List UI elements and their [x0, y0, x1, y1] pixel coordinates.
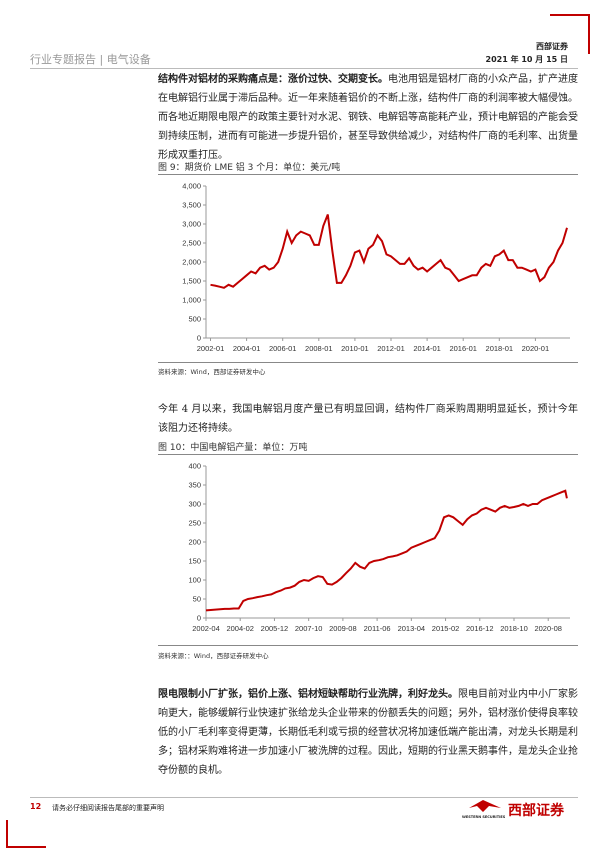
x-tick-label: 2007-10	[295, 624, 323, 633]
y-tick-label: 3,500	[182, 201, 201, 210]
x-tick-label: 2006-01	[269, 344, 297, 353]
y-tick-label: 300	[188, 500, 201, 509]
data-line	[205, 489, 568, 612]
header-date: 2021 年 10 月 15 日	[485, 55, 568, 64]
footer-rule	[30, 797, 578, 798]
corner-line	[550, 14, 590, 16]
figure-rule	[158, 454, 578, 455]
x-tick-label: 2013-04	[398, 624, 426, 633]
y-tick-label: 3,000	[182, 220, 201, 229]
figure-caption: 图 10：中国电解铝产量：单位：万吨	[158, 443, 308, 453]
paragraph: 今年 4 月以来，我国电解铝月度产量已有明显回调，结构件厂商采购周期明显延长，预…	[158, 400, 578, 438]
y-tick-label: 250	[188, 519, 201, 528]
x-tick-label: 2016-12	[466, 624, 494, 633]
y-tick-label: 50	[193, 595, 201, 604]
header-brand: 西部证券	[536, 42, 568, 51]
x-tick-label: 2002-04	[192, 624, 220, 633]
x-tick-label: 2015-02	[432, 624, 460, 633]
y-tick-label: 2,000	[182, 258, 201, 267]
y-tick-label: 4,000	[182, 182, 201, 191]
header-section: 行业专题报告 | 电气设备	[30, 53, 151, 66]
logo-brand: 西部证券	[508, 803, 564, 819]
y-tick-label: 200	[188, 538, 201, 547]
logo-en: WESTERN SECURITIES	[462, 815, 506, 819]
figure-rule	[158, 645, 578, 646]
figure-rule	[158, 362, 578, 363]
page-number: 12	[30, 802, 42, 811]
y-tick-label: 100	[188, 576, 201, 585]
figure-source: 资料来源：：Wind，西部证券研发中心	[158, 652, 269, 660]
y-tick-label: 1,000	[182, 296, 201, 305]
x-tick-label: 2010-01	[341, 344, 369, 353]
x-tick-label: 2014-01	[413, 344, 441, 353]
chart: 0 500 1,000 1,500 2,000 2,500 3,000 3,500 4,000 2…	[182, 182, 570, 353]
paragraph-text: 限电目前对业内中小厂家影响更大，能够缓解行业快速扩张给龙头企业带来的份额丢失的问…	[158, 689, 578, 776]
paragraph-text: 今年 4 月以来，我国电解铝月度产量已有明显回调，结构件厂商采购周期明显延长，预…	[158, 404, 578, 434]
x-tick-label: 2005-12	[261, 624, 289, 633]
paragraph-text: 电池用铝是铝材厂商的小众产品，扩产进度在电解铝行业属于滞后品种。近一年来随着铝价…	[158, 74, 578, 161]
footer-notice: 请务必仔细阅读报告尾部的重要声明	[52, 804, 164, 812]
data-line	[210, 214, 568, 289]
x-tick-label: 2018-01	[486, 344, 514, 353]
paragraph-bold: 限电限制小厂扩张，铝价上涨、铝材短缺帮助行业洗牌，利好龙头。	[158, 689, 458, 700]
chart: 0 50 100 150 200 250 300 350 400 2002-04 2004-02 20…	[188, 462, 570, 633]
corner-line	[6, 820, 8, 848]
x-tick-label: 2004-02	[226, 624, 254, 633]
x-tick-label: 2002-01	[197, 344, 225, 353]
x-tick-label: 2011-06	[364, 624, 391, 633]
x-tick-label: 2020-08	[534, 624, 562, 633]
header-rule	[30, 68, 578, 69]
paragraph: 结构件对铝材的采购痛点是：涨价过快、交期变长。电池用铝是铝材厂商的小众产品，扩产…	[158, 70, 578, 165]
corner-line	[6, 846, 46, 848]
x-tick-label: 2009-08	[329, 624, 357, 633]
figure-caption: 图 9：期货价 LME 铝 3 个月：单位：美元/吨	[158, 163, 341, 173]
x-tick-label: 2004-01	[233, 344, 261, 353]
y-tick-label: 150	[188, 557, 201, 566]
corner-line	[588, 14, 590, 54]
y-tick-label: 350	[188, 481, 201, 490]
x-tick-label: 2008-01	[305, 344, 333, 353]
y-tick-label: 0	[197, 614, 201, 623]
x-tick-label: 2018-10	[500, 624, 528, 633]
y-tick-label: 1,500	[182, 277, 201, 286]
y-tick-label: 400	[188, 462, 201, 471]
x-tick-label: 2012-01	[377, 344, 405, 353]
figure-rule	[158, 174, 578, 175]
logo-icon	[469, 800, 501, 812]
x-tick-label: 2020-01	[522, 344, 550, 353]
figure-source: 资料来源：Wind，西部证券研发中心	[158, 368, 266, 376]
paragraph: 限电限制小厂扩张，铝价上涨、铝材短缺帮助行业洗牌，利好龙头。限电目前对业内中小厂…	[158, 685, 578, 780]
paragraph-bold: 结构件对铝材的采购痛点是：涨价过快、交期变长。	[158, 74, 388, 85]
y-tick-label: 500	[188, 315, 201, 324]
x-tick-label: 2016-01	[449, 344, 477, 353]
y-tick-label: 0	[197, 334, 201, 343]
y-tick-label: 2,500	[182, 239, 201, 248]
